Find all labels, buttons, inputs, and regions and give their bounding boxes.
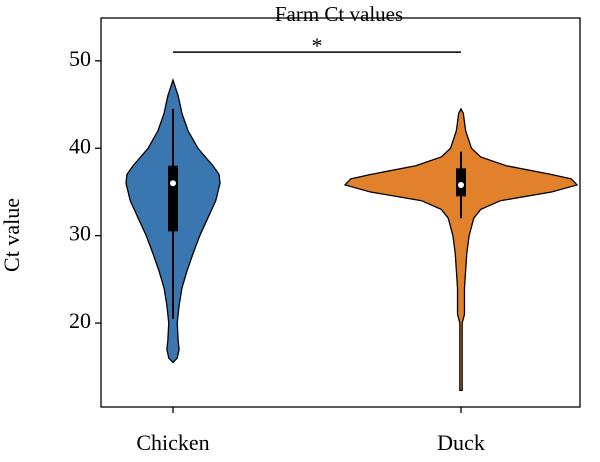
y-tick-label: 30 <box>69 221 91 246</box>
significance-label: * <box>312 33 323 58</box>
y-axis-label: Ct value <box>0 198 24 272</box>
x-tick-label: Chicken <box>136 430 209 455</box>
y-tick-label: 20 <box>69 308 91 333</box>
y-tick-label: 50 <box>69 46 91 71</box>
iqr-box <box>168 165 178 232</box>
median <box>170 180 176 187</box>
violin-body <box>343 107 579 392</box>
y-tick-label: 40 <box>69 133 91 158</box>
chart-title: Farm Ct values <box>275 2 403 26</box>
median <box>458 181 464 188</box>
plot-frame <box>100 17 581 408</box>
x-tick-label: Duck <box>437 430 485 455</box>
